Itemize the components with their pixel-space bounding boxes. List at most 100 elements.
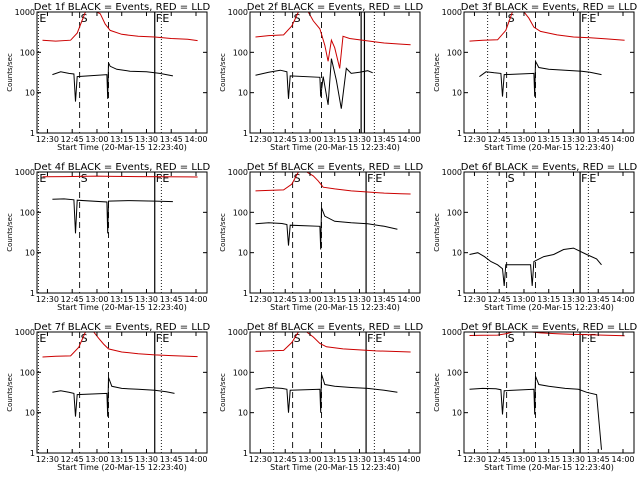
- x-tick-label: 13:00: [85, 135, 108, 144]
- y-axis-label: Counts/sec: [219, 53, 227, 92]
- x-axis-label: Start Time (20-Mar-15 12:23:40): [484, 143, 614, 152]
- y-tick-label: 100: [233, 368, 248, 377]
- events-series-line: [255, 207, 398, 250]
- x-tick-label: 13:30: [348, 295, 371, 304]
- y-tick-label: 10: [452, 409, 462, 418]
- lld-series-line: [255, 171, 411, 195]
- marker-label: F: [156, 172, 162, 185]
- x-axis-label: Start Time (20-Mar-15 12:23:40): [57, 303, 187, 312]
- panel-title: Det 9f BLACK = Events, RED = LLD: [461, 322, 638, 333]
- y-tick-label: 100: [20, 48, 35, 57]
- x-tick-label: 13:45: [373, 295, 396, 304]
- x-axis-label: Start Time (20-Mar-15 12:23:40): [270, 303, 400, 312]
- x-tick-label: 14:00: [611, 295, 634, 304]
- y-axis-label: Counts/sec: [433, 53, 441, 92]
- lld-series-line: [255, 11, 411, 69]
- marker-label: F: [581, 12, 587, 25]
- y-tick-label: 100: [447, 368, 462, 377]
- x-tick-label: 14:00: [184, 295, 207, 304]
- x-tick-label: 13:15: [323, 455, 346, 464]
- panel-det-7: Det 7f BLACK = Events, RED = LLD Counts/s…: [6, 322, 210, 472]
- x-axis-label: Start Time (20-Mar-15 12:23:40): [57, 143, 187, 152]
- events-series-line: [255, 374, 398, 413]
- x-tick-label: 14:00: [397, 455, 420, 464]
- panel-det-2: Det 2f BLACK = Events, RED = LLD Counts/s…: [219, 2, 423, 152]
- plot-frame: [249, 331, 421, 454]
- marker-label: F: [156, 332, 162, 345]
- y-tick-label: 1: [243, 289, 248, 298]
- x-tick-label: 13:15: [323, 135, 346, 144]
- x-tick-label: 12:30: [249, 295, 272, 304]
- marker-label: F: [367, 172, 373, 185]
- x-tick-label: 12:30: [463, 135, 486, 144]
- panel-det-9: Det 9f BLACK = Events, RED = LLD Counts/s…: [433, 322, 637, 472]
- y-axis-label: Counts/sec: [433, 373, 441, 412]
- panel-title: Det 2f BLACK = Events, RED = LLD: [247, 2, 424, 13]
- plot-frame: [36, 331, 208, 454]
- y-tick-label: 1000: [228, 328, 248, 337]
- y-tick-label: 10: [238, 409, 248, 418]
- x-axis-label: Start Time (20-Mar-15 12:23:40): [484, 303, 614, 312]
- marker-label: F: [156, 12, 162, 25]
- marker-label: F: [367, 332, 373, 345]
- x-tick-label: 13:30: [348, 135, 371, 144]
- y-tick-label: 100: [20, 368, 35, 377]
- marker-label: S: [294, 12, 301, 25]
- x-tick-label: 13:15: [323, 295, 346, 304]
- x-tick-label: 12:45: [488, 295, 511, 304]
- x-tick-label: 12:30: [36, 135, 59, 144]
- y-tick-label: 1000: [442, 8, 462, 17]
- events-series-line: [479, 59, 602, 97]
- lld-series-line: [469, 11, 625, 42]
- x-axis-label: Start Time (20-Mar-15 12:23:40): [270, 463, 400, 472]
- x-tick-label: 12:45: [274, 455, 297, 464]
- x-tick-label: 13:00: [512, 295, 535, 304]
- y-tick-label: 1000: [15, 328, 35, 337]
- y-tick-label: 1000: [442, 168, 462, 177]
- y-tick-label: 1000: [442, 328, 462, 337]
- y-tick-label: 1000: [228, 8, 248, 17]
- panel-title: Det 8f BLACK = Events, RED = LLD: [247, 322, 424, 333]
- panel-det-8: Det 8f BLACK = Events, RED = LLD Counts/s…: [219, 322, 423, 472]
- y-axis-label: Counts/sec: [433, 213, 441, 252]
- x-tick-label: 14:00: [397, 295, 420, 304]
- panel-det-5: Det 5f BLACK = Events, RED = LLD Counts/s…: [219, 162, 423, 312]
- x-tick-label: 13:30: [135, 135, 158, 144]
- plot-frame: [463, 171, 635, 294]
- marker-label: E: [589, 172, 596, 185]
- x-tick-label: 12:45: [274, 135, 297, 144]
- y-tick-label: 10: [452, 249, 462, 258]
- plot-frame: [463, 331, 635, 454]
- y-tick-label: 1000: [15, 8, 35, 17]
- panel-det-1: Det 1f BLACK = Events, RED = LLD Counts/s…: [6, 2, 210, 152]
- x-tick-label: 13:45: [587, 455, 610, 464]
- marker-label: E: [162, 172, 169, 185]
- x-tick-label: 13:15: [110, 135, 133, 144]
- y-tick-label: 10: [25, 249, 35, 258]
- x-tick-label: 14:00: [611, 135, 634, 144]
- x-tick-label: 13:00: [85, 295, 108, 304]
- y-tick-label: 1000: [15, 168, 35, 177]
- x-tick-label: 13:45: [160, 455, 183, 464]
- x-tick-label: 13:00: [298, 135, 321, 144]
- events-series-line: [469, 376, 602, 450]
- marker-label: S: [508, 332, 515, 345]
- x-tick-label: 13:30: [348, 455, 371, 464]
- x-tick-label: 13:15: [537, 295, 560, 304]
- y-tick-label: 10: [238, 249, 248, 258]
- x-tick-label: 13:30: [562, 135, 585, 144]
- marker-label: S: [508, 172, 515, 185]
- x-tick-label: 13:15: [537, 135, 560, 144]
- x-axis-label: Start Time (20-Mar-15 12:23:40): [57, 463, 187, 472]
- y-tick-label: 1: [457, 289, 462, 298]
- x-tick-label: 13:00: [85, 455, 108, 464]
- y-tick-label: 10: [452, 89, 462, 98]
- panel-title: Det 6f BLACK = Events, RED = LLD: [461, 162, 638, 173]
- events-series-line: [52, 62, 173, 102]
- x-tick-label: 13:45: [587, 135, 610, 144]
- y-tick-label: 10: [238, 89, 248, 98]
- y-tick-label: 100: [20, 208, 35, 217]
- marker-label: E: [375, 332, 382, 345]
- x-tick-label: 12:45: [61, 135, 84, 144]
- y-tick-label: 100: [233, 208, 248, 217]
